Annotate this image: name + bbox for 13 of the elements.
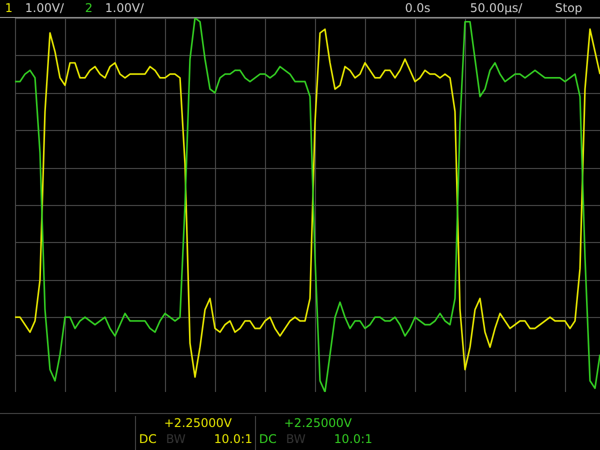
text: DC	[139, 432, 157, 446]
text: Stop	[555, 0, 582, 17]
text: +2.25000V	[284, 416, 352, 430]
text: DC	[259, 432, 277, 446]
text: 10.0:1	[214, 432, 252, 446]
text: 1.00V/	[25, 0, 64, 17]
text: 50.00µs/	[470, 0, 522, 17]
text: 10.0:1	[334, 432, 372, 446]
text: 2	[85, 0, 93, 17]
text: 0.0s	[405, 0, 430, 17]
text: 1.00V/	[105, 0, 144, 17]
text: 1	[5, 0, 13, 17]
text: +2.25000V	[164, 416, 232, 430]
